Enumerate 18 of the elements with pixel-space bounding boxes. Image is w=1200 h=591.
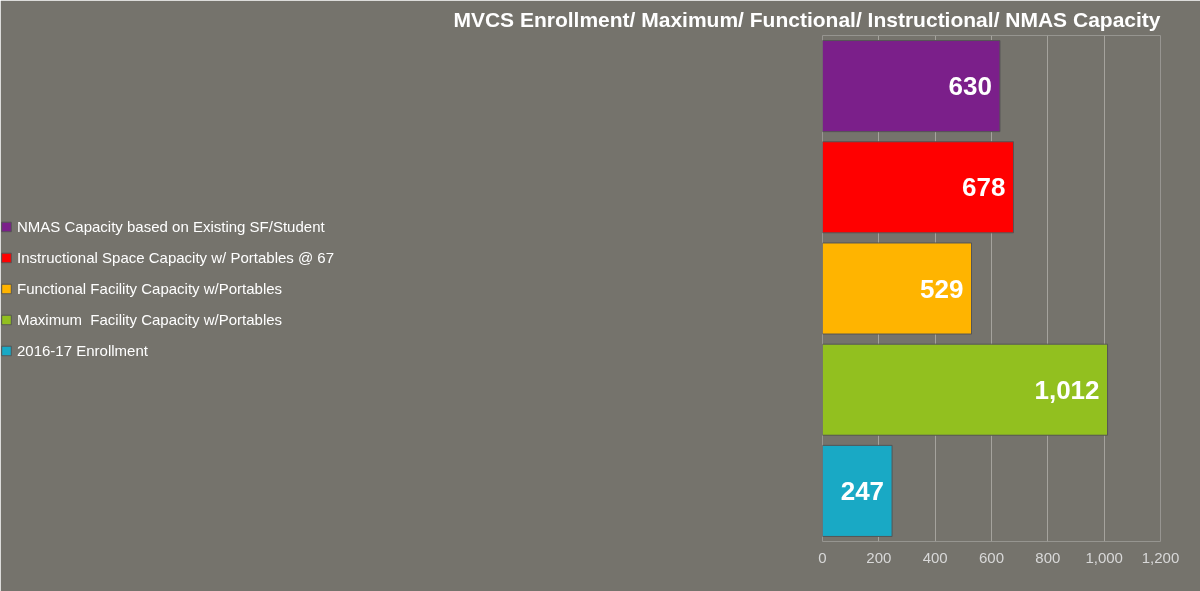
x-tick-label: 600 (978, 548, 1005, 566)
data-label: 678 (962, 172, 1006, 203)
data-label: 247 (840, 475, 885, 506)
chart-title: MVCS Enrollment/ Maximum/ Functional/ Instructional/ NMAS Capacity (453, 7, 1161, 31)
legend-label: NMAS Capacity based on Existing SF/Student (17, 217, 325, 235)
data-label: 630 (948, 71, 992, 102)
x-tick-label: 200 (866, 548, 892, 566)
legend-label: Instructional Space Capacity w/ Portables @ 67 (17, 248, 335, 266)
data-label: 529 (920, 273, 964, 304)
x-tick-label: 1,000 (1085, 548, 1123, 566)
x-tick-label: 0 (818, 548, 827, 566)
legend-label: 2016-17 Enrollment (17, 341, 148, 359)
data-label: 1,012 (1034, 374, 1100, 405)
x-tick-label: 800 (1035, 548, 1061, 566)
legend-label: Functional Facility Capacity w/Portables (17, 279, 283, 297)
x-tick-label: 1,200 (1141, 548, 1180, 566)
legend-label: Maximum Facility Capacity w/Portables (17, 310, 283, 328)
x-tick-label: 400 (922, 548, 948, 566)
